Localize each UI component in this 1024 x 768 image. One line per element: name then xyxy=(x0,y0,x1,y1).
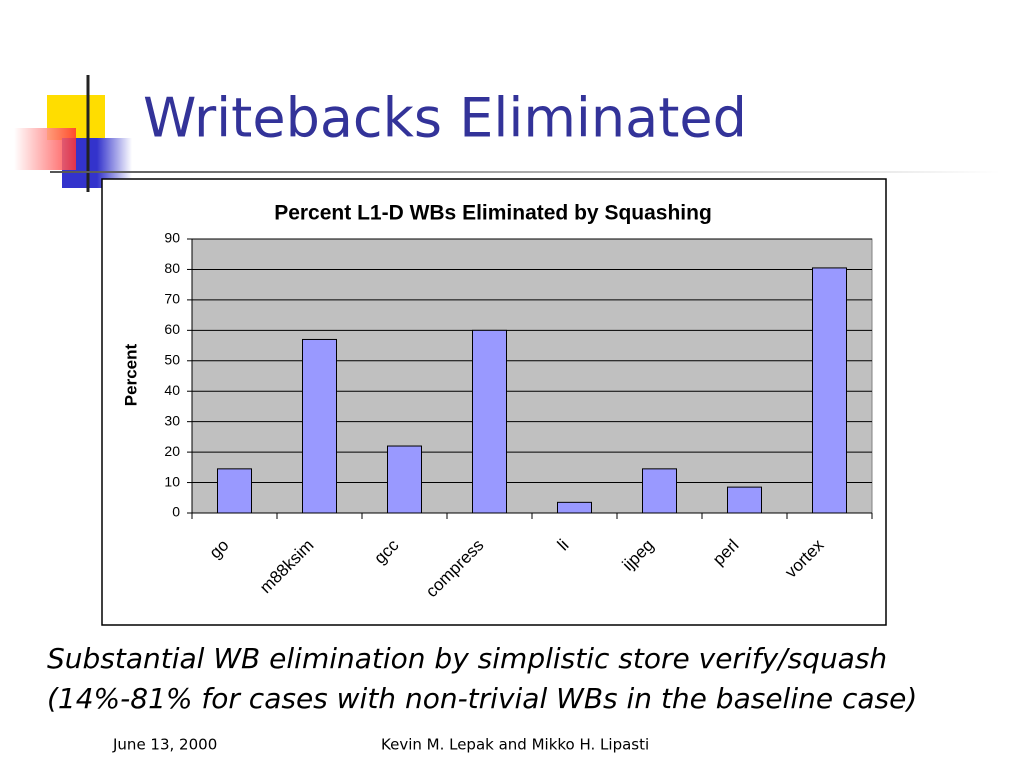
bar xyxy=(472,329,507,514)
chart-title: Percent L1-D WBs Eliminated by Squashing xyxy=(274,202,712,225)
bar xyxy=(557,501,592,514)
y-tick-label: 70 xyxy=(164,291,180,307)
y-tick-label: 60 xyxy=(164,321,180,337)
bar xyxy=(642,468,677,514)
bar xyxy=(387,445,422,514)
y-tick-label: 10 xyxy=(164,473,180,489)
slide-title: Writebacks Eliminated xyxy=(143,87,747,150)
y-axis-label: Percent xyxy=(121,343,140,406)
y-tick-label: 80 xyxy=(164,260,180,276)
bar xyxy=(812,267,847,514)
y-tick-label: 30 xyxy=(164,412,180,428)
footer-authors: Kevin M. Lepak and Mikko H. Lipasti xyxy=(381,736,649,754)
y-tick-label: 50 xyxy=(164,351,180,367)
deco-rule xyxy=(50,171,1000,173)
deco-red xyxy=(14,128,76,170)
y-tick-label: 20 xyxy=(164,443,180,459)
plot-area xyxy=(191,238,873,514)
footer-date: June 13, 2000 xyxy=(112,736,217,754)
bar xyxy=(727,486,762,514)
y-tick-label: 90 xyxy=(164,230,180,246)
caption-line: (14%-81% for cases with non-trivial WBs … xyxy=(47,682,917,715)
caption-line: Substantial WB elimination by simplistic… xyxy=(47,642,887,675)
bar xyxy=(217,468,252,514)
y-tick-label: 40 xyxy=(164,382,180,398)
bar xyxy=(302,338,337,514)
y-tick-label: 0 xyxy=(172,504,180,520)
